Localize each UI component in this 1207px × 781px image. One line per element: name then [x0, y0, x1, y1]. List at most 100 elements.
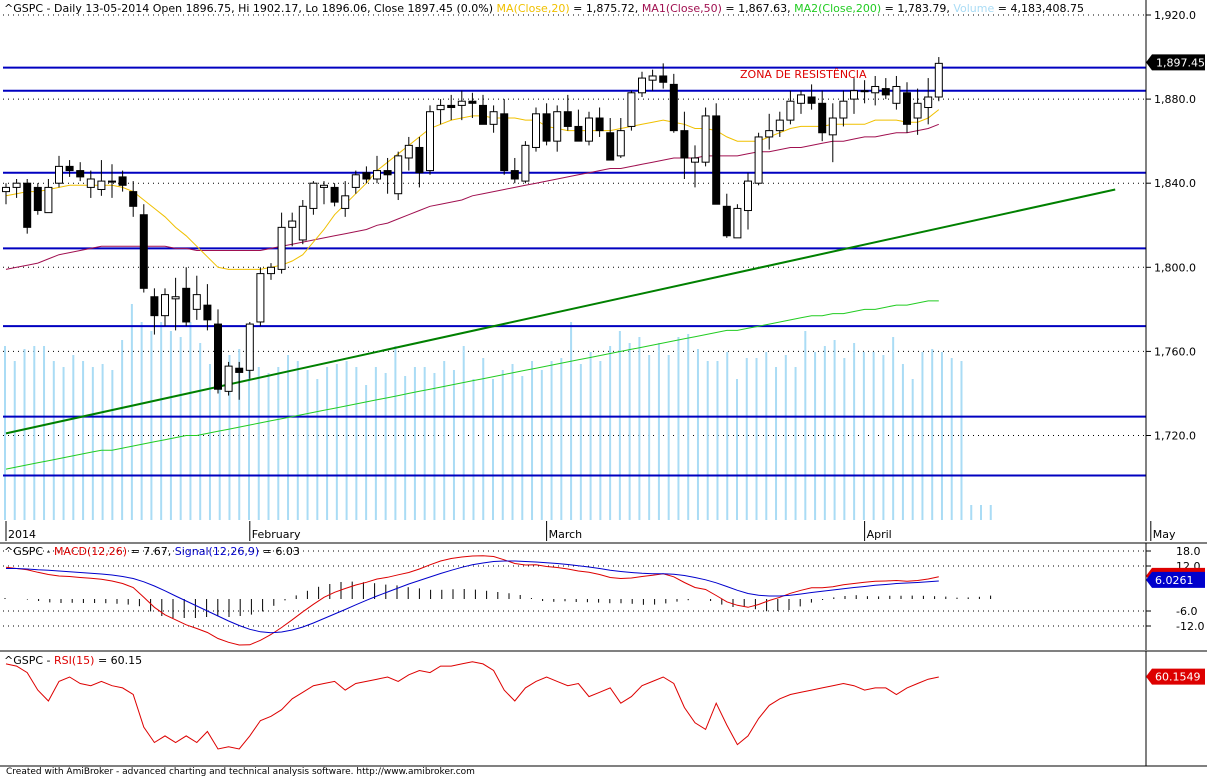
candle-body	[680, 130, 689, 159]
candle-body	[553, 111, 562, 142]
candle-body	[426, 111, 434, 172]
rsi-value-badge	[1146, 668, 1205, 685]
candle-body	[267, 266, 275, 275]
x-axis-label: April	[867, 528, 892, 541]
ma50-legend-value: = 1,867.63,	[721, 2, 791, 15]
candle-body	[510, 170, 519, 180]
candle-body	[860, 90, 869, 93]
rsi-legend-value: = 60.15	[94, 654, 143, 667]
candle-body	[786, 100, 795, 121]
candle-body	[65, 165, 74, 172]
candle-body	[722, 205, 731, 237]
candle-body	[701, 115, 710, 163]
candle-body	[55, 165, 63, 184]
candle-body	[118, 176, 127, 186]
candle-body	[818, 102, 827, 134]
rsi-value-label: 60.1549	[1155, 671, 1201, 684]
uptrend-line	[5, 188, 1116, 435]
candle-body	[330, 186, 339, 203]
signal-legend-value: = 6.03	[259, 545, 300, 558]
candle-body	[150, 296, 159, 317]
candle-body	[489, 111, 498, 125]
candle-body	[171, 296, 180, 300]
candle-body	[192, 294, 201, 310]
macd-value-label: 6.0261	[1155, 574, 1194, 587]
candle-body	[404, 144, 413, 159]
candle-body	[913, 102, 922, 119]
candle-body	[839, 100, 848, 119]
candle-body	[775, 119, 784, 132]
candle-body	[871, 85, 880, 94]
candle-body	[436, 104, 445, 111]
rsi-panel	[5, 661, 939, 750]
candle-body	[235, 367, 244, 373]
price-axis-label: 1,760.0	[1154, 345, 1196, 358]
volume-legend-value: = 4,183,408.75	[994, 2, 1084, 15]
candle-body	[394, 155, 403, 195]
candle-body	[309, 182, 318, 209]
candle-body	[828, 117, 837, 136]
candle-body	[903, 92, 911, 125]
resistance-zone-annotation: ZONA DE RESISTÊNCIA	[740, 68, 867, 81]
candle-body	[648, 75, 657, 81]
x-axis-label: March	[549, 528, 583, 541]
candle-body	[659, 75, 668, 83]
volume-legend-label: Volume	[953, 2, 995, 15]
candle-body	[129, 191, 138, 207]
x-axis-label: May	[1153, 528, 1176, 541]
candle-body	[362, 172, 371, 180]
candle-body	[521, 144, 530, 182]
candle-body	[574, 125, 583, 142]
candle-body	[797, 94, 805, 104]
candle-body	[33, 186, 42, 212]
price-header-prefix: ^GSPC - Daily 13-05-2014 Open 1896.75, H…	[4, 2, 494, 15]
macd-legend-label: MACD(12,26)	[54, 545, 128, 558]
candle-body	[807, 96, 816, 104]
candle-body	[712, 115, 721, 205]
ma20-legend-value: = 1,875.72,	[569, 2, 639, 15]
candle-body	[298, 205, 307, 241]
candle-body	[669, 83, 678, 132]
candle-body	[616, 130, 625, 157]
candle-body	[468, 100, 477, 104]
candle-body	[733, 207, 742, 239]
price-axis-label: 1,800.0	[1154, 261, 1196, 274]
candle-body	[224, 365, 233, 392]
macd-axis-label: -12.0	[1176, 620, 1204, 633]
price-axis-label: 1,840.0	[1154, 177, 1196, 190]
candle-body	[108, 180, 116, 183]
ma200-legend-label: MA2(Close,200)	[794, 2, 882, 15]
candle-body	[691, 157, 699, 163]
rsi-header-prefix: ^GSPC -	[4, 654, 54, 667]
footer-credit: Created with AmiBroker - advanced charti…	[6, 767, 475, 777]
candle-body	[924, 96, 933, 109]
candle-body	[2, 186, 10, 193]
candle-body	[892, 85, 901, 104]
candle-body	[288, 220, 297, 228]
signal-line	[6, 560, 939, 634]
candle-body	[139, 214, 148, 289]
ma200-legend-value: = 1,783.79,	[881, 2, 950, 15]
price-panel: 2014 February March April May	[2, 14, 1176, 541]
candle-body	[479, 104, 487, 125]
macd-axis-label: 18.0	[1176, 545, 1201, 558]
candle-body	[277, 226, 286, 270]
ma20-legend-label: MA(Close,20)	[496, 2, 570, 15]
candle-body	[383, 170, 392, 176]
macd-axis-label: -6.0	[1176, 605, 1197, 618]
x-axis-label: February	[252, 528, 301, 541]
macd-line	[5, 555, 939, 646]
ma50-legend-label: MA1(Close,50)	[641, 2, 722, 15]
rsi-legend-label: RSI(15)	[54, 654, 95, 667]
signal-legend-label: Signal(12,26,9)	[174, 545, 260, 558]
price-axis-label: 1,880.0	[1154, 93, 1196, 106]
candle-body	[341, 195, 350, 209]
candle-body	[934, 62, 943, 98]
candle-body	[415, 146, 424, 174]
candle-body	[214, 323, 222, 390]
candle-body	[585, 117, 593, 142]
candle-body	[245, 323, 254, 371]
candle-body	[500, 113, 509, 172]
candle-body	[373, 170, 381, 180]
